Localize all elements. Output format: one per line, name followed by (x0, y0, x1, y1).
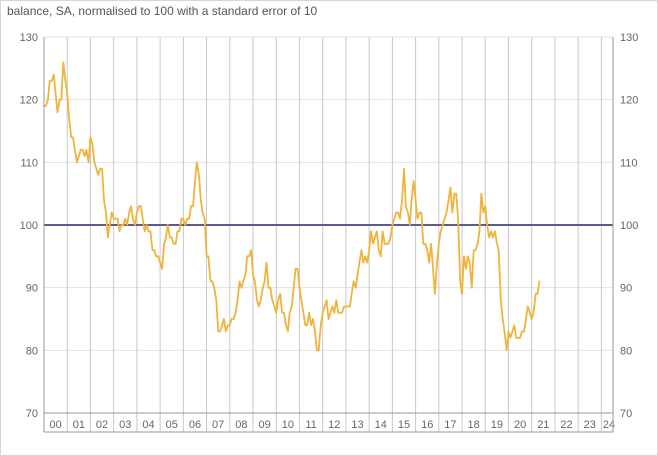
x-tick-label: 22 (560, 419, 572, 431)
x-tick-label: 03 (119, 419, 131, 431)
x-tick-label: 02 (96, 419, 108, 431)
x-tick-label: 21 (537, 419, 549, 431)
series-line (43, 61, 541, 352)
x-tick-label: 00 (49, 419, 61, 431)
x-tick-label: 07 (212, 419, 224, 431)
y-tick-label-right: 70 (620, 408, 632, 420)
y-tick-label-right: 120 (620, 95, 638, 107)
x-tick-label: 05 (166, 419, 178, 431)
x-tick-label: 24 (603, 419, 615, 431)
x-tick-label: 10 (282, 419, 294, 431)
chart-subtitle: balance, SA, normalised to 100 with a st… (7, 4, 318, 18)
y-tick-label-right: 130 (620, 32, 638, 44)
x-tick-label: 14 (375, 419, 387, 431)
y-tick-label-right: 90 (620, 283, 632, 295)
x-tick-label: 01 (73, 419, 85, 431)
y-tick-label-left: 90 (26, 283, 38, 295)
x-tick-label: 19 (491, 419, 503, 431)
x-tick-label: 15 (398, 419, 410, 431)
x-tick-label: 04 (142, 419, 154, 431)
x-tick-label: 16 (421, 419, 433, 431)
y-tick-label-right: 100 (620, 220, 638, 232)
x-tick-label: 20 (514, 419, 526, 431)
x-tick-label: 23 (584, 419, 596, 431)
x-tick-label: 17 (444, 419, 456, 431)
y-tick-label-left: 130 (20, 32, 38, 44)
x-tick-label: 13 (351, 419, 363, 431)
y-tick-label-left: 110 (20, 157, 38, 169)
plot-area (43, 61, 541, 352)
y-tick-label-left: 120 (20, 95, 38, 107)
y-tick-label-left: 100 (20, 220, 38, 232)
y-tick-label-left: 70 (26, 408, 38, 420)
x-tick-label: 09 (259, 419, 271, 431)
x-tick-label: 06 (189, 419, 201, 431)
x-tick-label: 11 (305, 419, 316, 431)
x-tick-label: 18 (468, 419, 480, 431)
y-tick-label-left: 80 (26, 345, 38, 357)
y-tick-label-right: 80 (620, 345, 632, 357)
axes: 70 70 80 80 90 90 100 100 110 110 120 120 130 130 00 01… (20, 32, 638, 433)
y-tick-label-right: 110 (620, 157, 638, 169)
x-tick-label: 12 (328, 419, 340, 431)
x-tick-label: 08 (235, 419, 247, 431)
grid-lines (43, 36, 613, 432)
